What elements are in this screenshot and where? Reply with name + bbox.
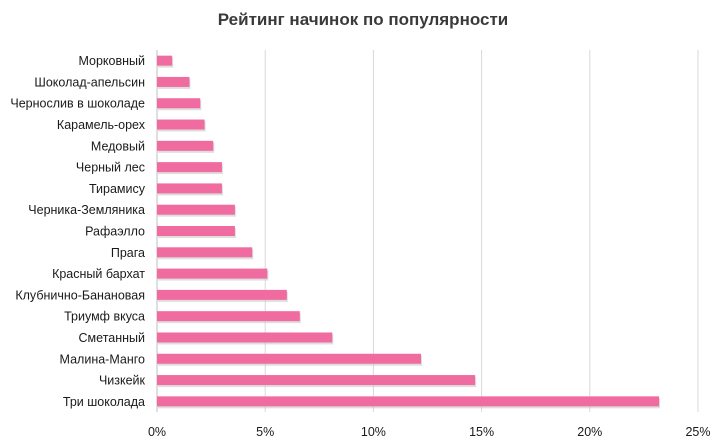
category-label: Чизкейк (99, 374, 146, 388)
bar (157, 375, 476, 386)
category-label: Карамель-орех (57, 118, 146, 132)
category-label: Морковный (78, 54, 145, 68)
bar (157, 55, 173, 66)
bar (157, 332, 333, 343)
bar (157, 162, 222, 173)
bar (157, 353, 422, 364)
category-label: Черника-Земляника (28, 203, 145, 217)
bar (157, 268, 268, 279)
category-label: Триумф вкуса (64, 310, 145, 324)
x-tick-label: 25% (685, 425, 710, 439)
category-label: Сметанный (79, 331, 145, 345)
category-label: Прага (111, 246, 145, 260)
category-label: Тирамису (89, 182, 146, 196)
bar (157, 140, 214, 151)
bar (157, 98, 201, 109)
bar (157, 289, 287, 300)
x-tick-label: 5% (256, 425, 274, 439)
bar (157, 76, 190, 87)
x-tick-label: 20% (577, 425, 602, 439)
category-label: Три шоколада (63, 395, 145, 409)
category-label: Рафаэлло (85, 225, 145, 239)
category-label: Малина-Манго (60, 352, 145, 366)
bar (157, 204, 235, 215)
bar (157, 247, 253, 258)
chart-title: Рейтинг начинок по популярности (217, 10, 509, 29)
bar (157, 183, 222, 194)
category-label: Красный бархат (52, 267, 145, 281)
bar (157, 119, 205, 130)
x-tick-label: 15% (469, 425, 494, 439)
category-label: Клубнично-Банановая (15, 288, 145, 302)
category-label: Чернослив в шоколаде (10, 97, 145, 111)
category-label: Медовый (91, 139, 145, 153)
category-label: Черный лес (76, 161, 145, 175)
bar (157, 396, 660, 407)
x-tick-label: 0% (148, 425, 166, 439)
bar (157, 226, 235, 236)
bar (157, 311, 300, 322)
x-tick-label: 10% (361, 425, 386, 439)
category-label: Шоколад-апельсин (34, 75, 145, 89)
